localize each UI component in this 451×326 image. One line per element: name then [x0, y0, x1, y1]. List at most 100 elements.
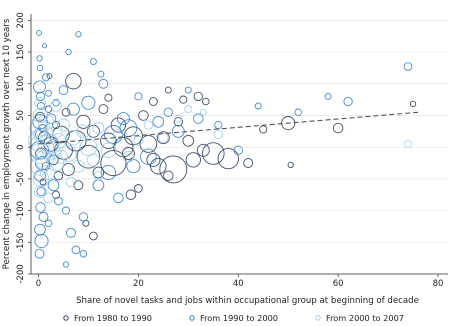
point-s2-36 — [116, 112, 130, 126]
point-s3-32 — [158, 132, 169, 143]
point-s2-10 — [34, 169, 46, 182]
point-s1-15 — [65, 72, 82, 90]
x-tick-label-4: 80 — [433, 279, 444, 289]
axes — [28, 14, 448, 277]
point-s2-4 — [35, 91, 46, 102]
point-s1-25 — [110, 117, 127, 133]
point-s2-50 — [324, 92, 332, 100]
point-s3-35 — [199, 108, 207, 116]
point-s2-57 — [62, 261, 70, 268]
point-s2-47 — [233, 145, 243, 155]
point-s1-5 — [39, 178, 47, 186]
point-s1-13 — [61, 107, 71, 117]
point-s2-26 — [66, 102, 80, 116]
legend-label-2: From 1990 to 2000 — [200, 313, 278, 323]
point-s3-23 — [76, 124, 91, 139]
point-s1-34 — [156, 131, 170, 145]
point-s2-14 — [34, 233, 49, 249]
point-s3-29 — [122, 150, 135, 163]
y-axis-title: Percent change in employment growth over… — [2, 18, 12, 269]
point-s2-25 — [66, 227, 76, 238]
point-s3-30 — [133, 135, 144, 146]
point-s1-50 — [164, 86, 172, 94]
point-s1-30 — [138, 110, 149, 121]
point-s1-58 — [104, 93, 113, 102]
point-s2-20 — [52, 99, 60, 107]
point-s3-33 — [174, 114, 183, 123]
point-s1-48 — [409, 100, 417, 108]
point-s2-0 — [36, 30, 42, 36]
point-s2-41 — [152, 115, 165, 128]
point-s2-40 — [140, 148, 157, 165]
point-s1-4 — [41, 161, 51, 171]
y-tick-label-6: 100 — [16, 76, 26, 92]
point-s1-49 — [149, 97, 158, 106]
point-s3-24 — [79, 138, 98, 157]
y-tick-label-1: -150 — [16, 233, 26, 252]
point-s1-22 — [98, 104, 109, 115]
point-s1-38 — [182, 134, 195, 147]
y-tick-label-4: 0 — [16, 144, 26, 149]
point-s2-23 — [61, 206, 71, 215]
point-s1-32 — [146, 152, 161, 167]
point-s2-17 — [45, 89, 52, 97]
point-s2-19 — [47, 179, 60, 192]
point-s3-34 — [184, 105, 193, 114]
point-s1-57 — [125, 189, 137, 200]
point-s1-46 — [287, 161, 294, 169]
point-s1-29 — [134, 184, 143, 193]
point-s2-11 — [36, 186, 46, 197]
legend-label-1: From 1980 to 1990 — [74, 313, 152, 323]
point-s2-59 — [41, 43, 48, 49]
point-s2-48 — [254, 102, 262, 110]
point-s1-33 — [150, 157, 167, 175]
point-s3-12 — [39, 164, 56, 181]
point-s3-25 — [86, 153, 100, 167]
point-s1-43 — [243, 158, 254, 168]
y-tick-label-3: -50 — [16, 172, 26, 186]
point-s2-16 — [41, 73, 51, 82]
point-s3-40 — [65, 176, 77, 188]
point-s3-26 — [92, 122, 105, 134]
point-s3-11 — [37, 113, 55, 131]
point-s2-28 — [78, 212, 89, 222]
x-tick-label-1: 20 — [133, 279, 144, 289]
tick-labels: -200 -150 -100 -50 0 50 100 150 200 0 20 40 60 80 — [16, 12, 443, 289]
point-s1-51 — [179, 95, 188, 104]
point-s2-44 — [184, 86, 192, 94]
y-tick-label-5: 50 — [16, 110, 26, 121]
series-3 — [28, 96, 413, 204]
point-s1-14 — [62, 162, 75, 176]
point-s2-27 — [75, 31, 82, 38]
point-s1-27 — [121, 147, 135, 160]
point-s3-28 — [113, 129, 124, 140]
point-s1-24 — [100, 149, 127, 177]
point-s1-21 — [92, 166, 105, 179]
point-s2-55 — [71, 245, 81, 255]
y-tick-label-0: -200 — [16, 264, 26, 283]
point-s2-12 — [35, 202, 46, 213]
point-s2-51 — [343, 96, 353, 107]
point-s1-47 — [332, 122, 344, 134]
x-axis-title: Share of novel tasks and jobs within occ… — [76, 296, 419, 306]
point-s1-37 — [173, 117, 183, 127]
plot-area — [31, 14, 448, 274]
point-s1-19 — [76, 144, 101, 169]
x-tick-label-0: 0 — [36, 279, 41, 289]
point-s2-52 — [403, 62, 413, 71]
point-s2-21 — [54, 196, 63, 206]
point-s2-49 — [294, 108, 302, 117]
data-points — [28, 30, 417, 268]
point-s2-54 — [44, 219, 53, 228]
point-s1-39 — [185, 152, 201, 168]
point-s3-13 — [37, 133, 60, 155]
point-s2-53 — [38, 211, 49, 222]
point-s3-39 — [50, 100, 62, 112]
point-s2-22 — [58, 85, 69, 96]
point-s2-1 — [36, 55, 43, 62]
point-s1-54 — [89, 231, 98, 241]
legend-marker-3 — [315, 315, 321, 321]
point-s2-32 — [98, 78, 109, 89]
legend: From 1980 to 1990 From 1990 to 2000 From 2… — [63, 313, 404, 323]
point-s3-27 — [100, 142, 117, 158]
